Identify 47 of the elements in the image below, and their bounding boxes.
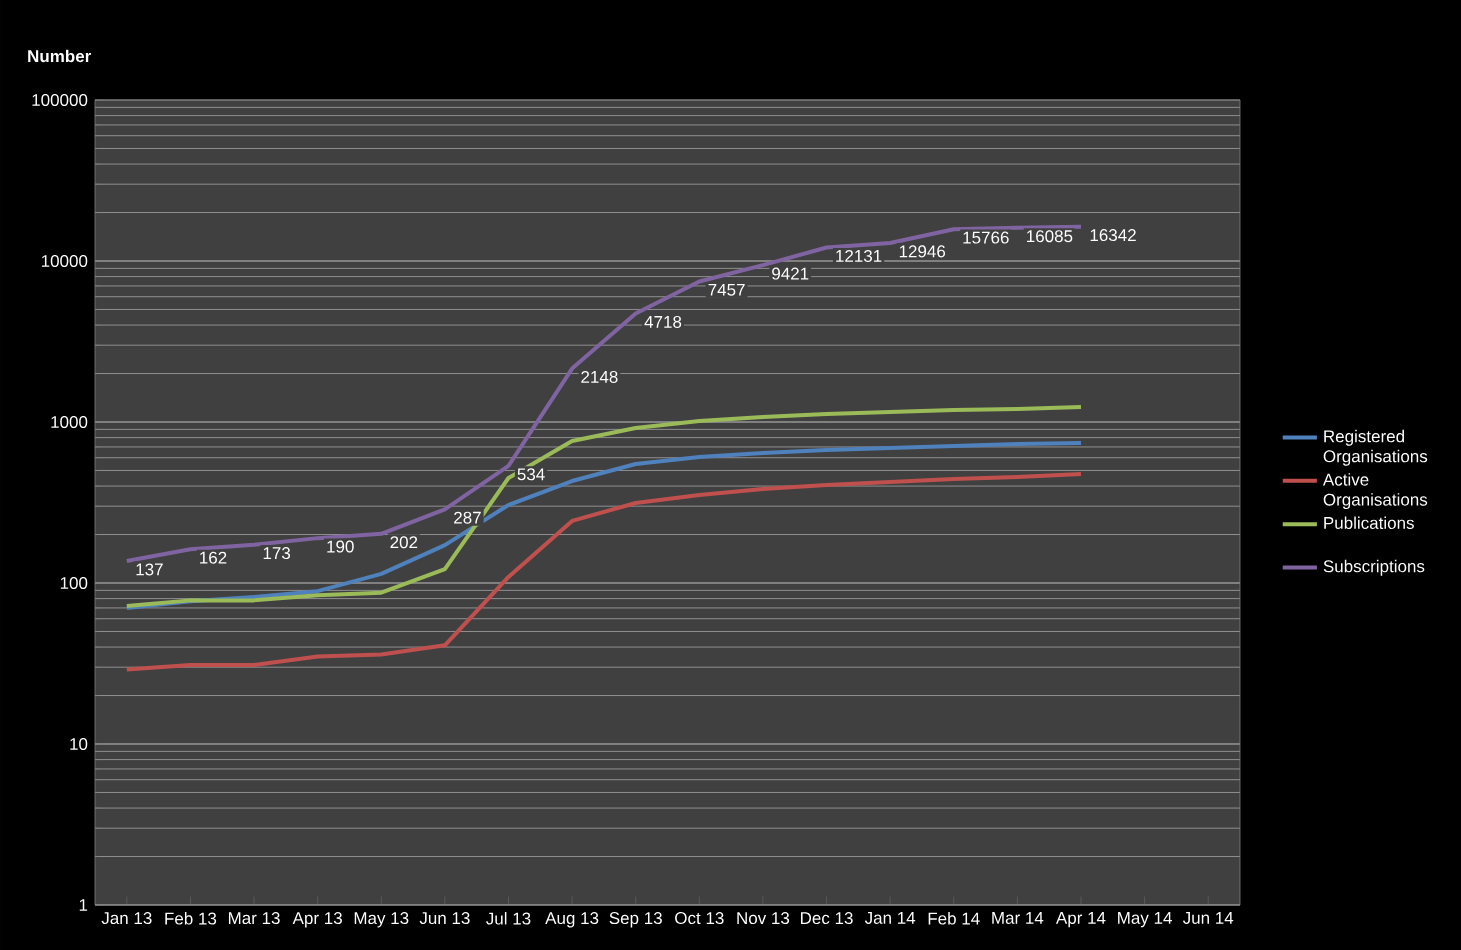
x-tick-label: Mar 13 <box>228 912 280 925</box>
data-label: 7457 <box>708 283 745 296</box>
x-tick-label: Nov 13 <box>737 912 790 925</box>
x-tick-label: Apr 13 <box>292 912 342 928</box>
legend-label: Publications <box>1324 516 1414 529</box>
line-series <box>124 404 1083 608</box>
y-tick-label: 100 <box>60 577 88 590</box>
x-tick-label: Jun 14 <box>1182 912 1234 924</box>
data-label: 16085 <box>1027 230 1073 243</box>
data-label: 190 <box>327 540 354 553</box>
data-label: 9421 <box>772 267 809 280</box>
x-tick-label: Feb 14 <box>928 912 980 925</box>
x-tick-label: Feb 13 <box>165 912 217 925</box>
legend-label: Active Organisations <box>1322 473 1428 510</box>
data-label: 162 <box>200 551 227 564</box>
x-tick-label: Apr 14 <box>1055 912 1106 928</box>
line-series <box>124 224 1083 563</box>
x-tick-label: May 13 <box>354 912 409 928</box>
x-tick-label: Jan 13 <box>101 912 152 925</box>
x-tick-label: Aug 13 <box>545 912 599 928</box>
y-tick-label: 1 <box>79 899 88 911</box>
y-axis-title: Number <box>28 49 92 63</box>
legend-label: Subscriptions <box>1323 559 1425 576</box>
y-tick-label: 1000 <box>51 416 88 429</box>
data-label: 12131 <box>836 249 882 262</box>
data-label: 202 <box>390 536 418 549</box>
x-tick-label: Mar 14 <box>992 912 1044 924</box>
data-label: 137 <box>136 563 163 576</box>
y-tick-label: 10 <box>70 738 88 751</box>
data-label: 287 <box>454 511 481 524</box>
data-label: 2148 <box>581 370 618 383</box>
data-label: 12946 <box>899 245 946 258</box>
y-tick-label: 10000 <box>41 255 88 268</box>
data-label: 4718 <box>644 315 682 328</box>
x-tick-label: Oct 13 <box>675 912 724 925</box>
data-label: 16342 <box>1090 229 1136 242</box>
legend-label: Registered Organisations <box>1323 429 1428 466</box>
x-tick-label: Jul 13 <box>486 912 531 925</box>
x-tick-label: Sep 13 <box>609 912 662 928</box>
x-tick-label: Jan 14 <box>864 912 916 924</box>
x-tick-label: Dec 13 <box>800 912 853 925</box>
y-tick-label: 100000 <box>32 94 88 107</box>
data-label: 173 <box>263 547 291 560</box>
data-label: 534 <box>517 468 545 481</box>
x-tick-label: May 14 <box>1118 912 1172 928</box>
x-tick-label: Jun 13 <box>419 912 470 925</box>
data-label: 15766 <box>963 231 1009 244</box>
